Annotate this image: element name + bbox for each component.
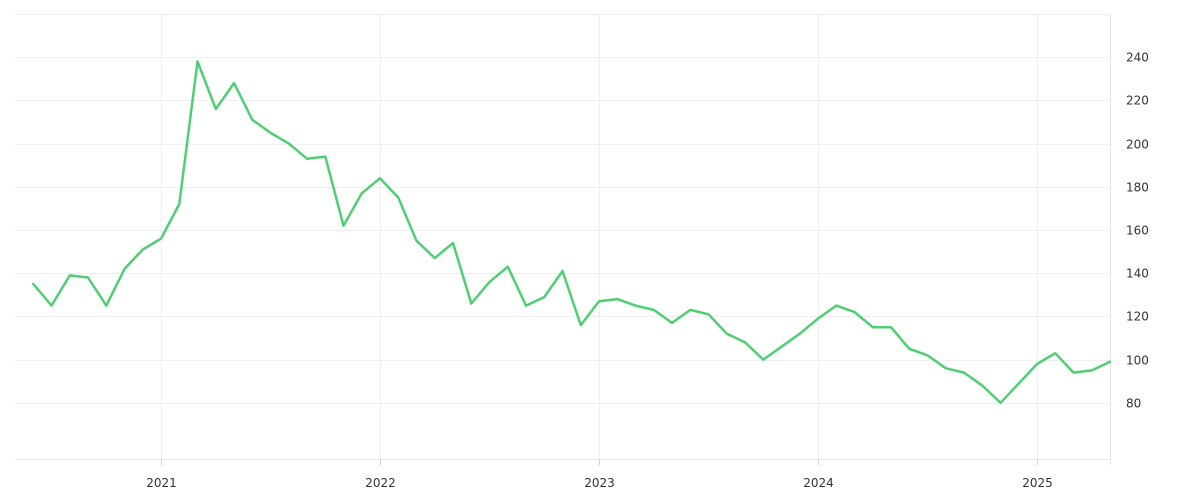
y-tick-label: 80 bbox=[1126, 397, 1141, 411]
series-layer bbox=[32, 60, 1112, 405]
y-tick-label: 240 bbox=[1126, 51, 1149, 65]
x-tick-label: 2021 bbox=[146, 476, 177, 490]
axis-layer: 80 100 120 140 160 180 200 220 240 2021 2022 2023 20… bbox=[15, 14, 1149, 490]
y-tick-label: 180 bbox=[1126, 181, 1149, 195]
y-tick-label: 160 bbox=[1126, 224, 1149, 238]
series-line bbox=[32, 60, 1112, 405]
x-tick-label: 2023 bbox=[584, 476, 615, 490]
y-tick-label: 120 bbox=[1126, 310, 1149, 324]
grid-layer bbox=[15, 14, 1110, 459]
x-tick-label: 2024 bbox=[803, 476, 834, 490]
y-tick-label: 220 bbox=[1126, 94, 1149, 108]
x-tick-label: 2022 bbox=[365, 476, 396, 490]
y-tick-label: 200 bbox=[1126, 138, 1149, 152]
y-tick-label: 140 bbox=[1126, 267, 1149, 281]
y-tick-label: 100 bbox=[1126, 354, 1149, 368]
x-tick-label: 2025 bbox=[1022, 476, 1053, 490]
